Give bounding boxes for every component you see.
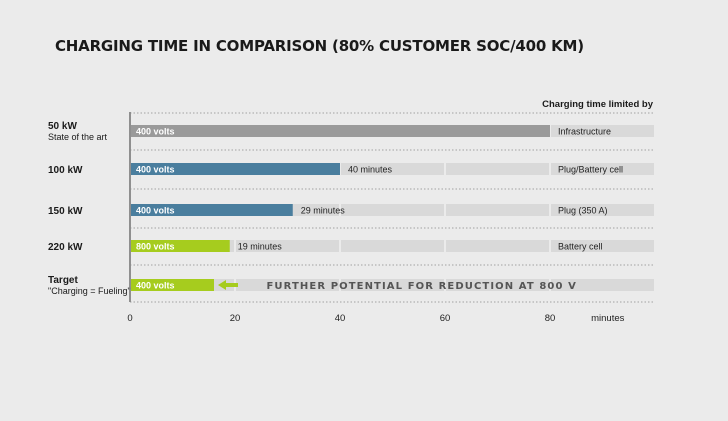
bar-3 [131,240,230,252]
row-4: Target"Charging = Fueling" 400 volts FURTH… [48,275,654,296]
track-segment-0-4 [551,125,654,137]
row-2: 150 kW 400 volts 29 minutes Plug (350 A) [48,204,654,217]
track-segment-2-3 [446,204,549,216]
track-segment-2-4 [551,204,654,216]
x-tick-label-3: 60 [440,313,451,324]
x-tick-label-1: 20 [230,313,241,324]
value-label-2: 29 minutes [301,206,346,216]
track-segment-4-3 [446,279,549,291]
bar-text-1: 400 volts [136,165,175,175]
track-segment-4-1 [236,279,339,291]
track-segment-3-2 [341,240,444,252]
x-tick-label-4: 80 [545,313,556,324]
track-segment-3-4 [551,240,654,252]
track-segment-4-4 [551,279,654,291]
bar-1 [131,163,340,175]
row-label-0: 50 kW [48,121,77,132]
track-segment-1-3 [446,163,549,175]
x-tick-label-2: 40 [335,313,346,324]
row-label-4: Target [48,275,78,286]
track-segment-3-1 [236,240,339,252]
row-label-1: 100 kW [48,165,83,176]
limited-by-1: Plug/Battery cell [558,165,623,175]
bar-2 [131,204,293,216]
bar-text-3: 800 volts [136,242,175,252]
x-axis-unit: minutes [591,313,625,324]
limited-by-0: Infrastructure [558,127,611,137]
row-sublabel-0: State of the art [48,132,108,142]
track-segment-1-4 [551,163,654,175]
grid-layer [129,112,655,303]
track-segment-1-2 [341,163,444,175]
bar-0 [131,125,550,137]
track-segment-2-2 [341,204,444,216]
bar-text-4: 400 volts [136,281,175,291]
track-segment-3-3 [446,240,549,252]
bar-text-0: 400 volts [136,127,175,137]
limited-by-2: Plug (350 A) [558,206,608,216]
bar-4 [131,279,214,291]
limited-by-3: Battery cell [558,242,603,252]
bar-text-2: 400 volts [136,206,175,216]
row-label-3: 220 kW [48,242,83,253]
value-label-1: 40 minutes [348,165,393,175]
x-tick-label-0: 0 [127,313,132,324]
row-3: 220 kW 800 volts 19 minutes Battery cell [48,240,654,253]
chart-title: CHARGING TIME IN COMPARISON (80% CUSTOME… [55,37,584,55]
value-label-3: 19 minutes [238,242,283,252]
track-segment-4-2 [341,279,444,291]
potential-text: FURTHER POTENTIAL FOR REDUCTION AT 800 V [267,281,577,292]
limited-by-header: Charging time limited by [542,99,654,110]
row-1: 100 kW 400 volts 40 minutes Plug/Battery ce… [48,163,654,176]
row-label-2: 150 kW [48,206,83,217]
reduction-arrow-icon [218,280,238,290]
row-sublabel-4: "Charging = Fueling" [48,286,131,296]
x-axis: 0 20 40 60 80 minutes [127,313,624,324]
